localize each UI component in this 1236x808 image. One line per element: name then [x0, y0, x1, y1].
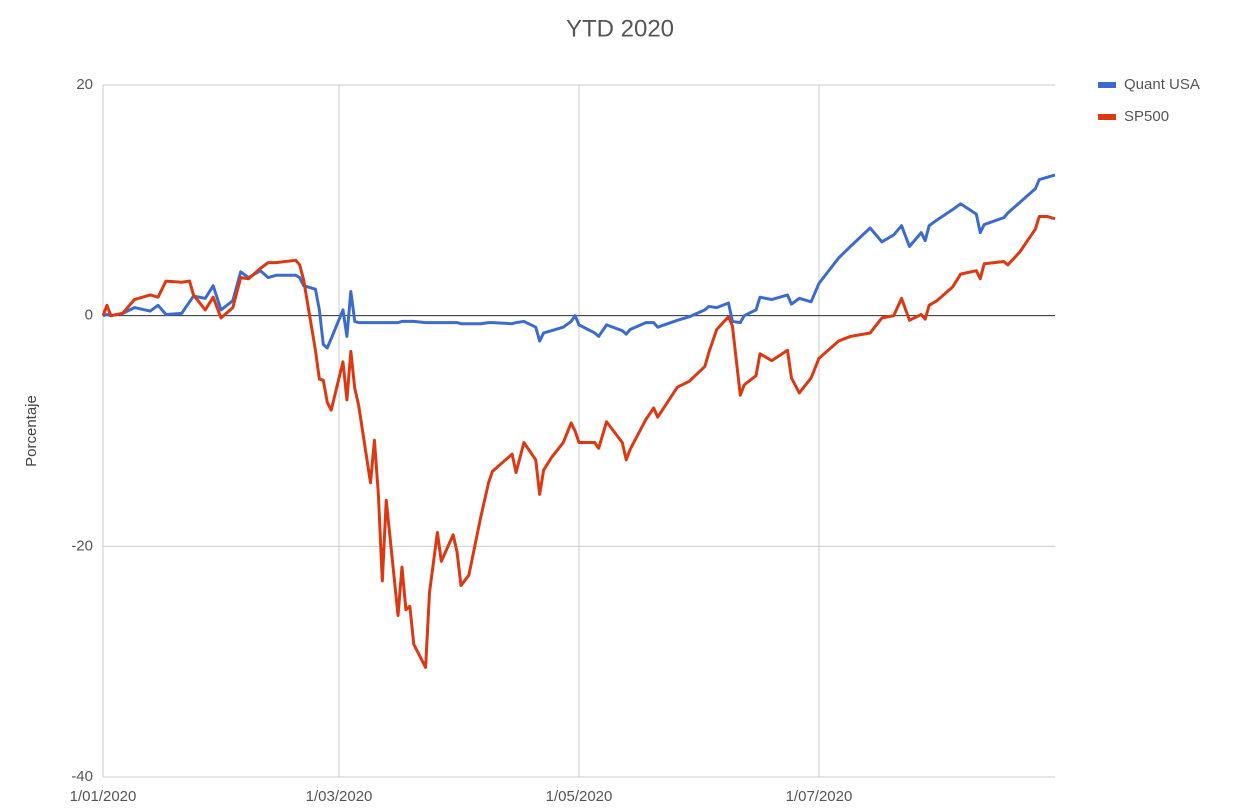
legend-label: SP500 [1124, 108, 1169, 125]
legend-label: Quant USA [1124, 76, 1200, 93]
x-tick-label: 1/03/2020 [306, 788, 373, 805]
y-tick-label: -20 [71, 537, 93, 554]
series-line [102, 173, 1056, 350]
legend-swatch [1098, 82, 1116, 88]
series-line [101, 214, 1056, 669]
x-tick-label: 1/07/2020 [786, 788, 853, 805]
y-axis-label: Porcentaje [23, 395, 40, 467]
y-tick-label: 0 [85, 307, 93, 324]
legend-swatch [1098, 114, 1116, 120]
y-tick-label: -40 [71, 768, 93, 785]
y-tick-label: 20 [76, 76, 93, 93]
x-tick-label: 1/05/2020 [546, 788, 613, 805]
x-tick-label: 1/01/2020 [70, 788, 137, 805]
chart-title: YTD 2020 [566, 15, 674, 42]
